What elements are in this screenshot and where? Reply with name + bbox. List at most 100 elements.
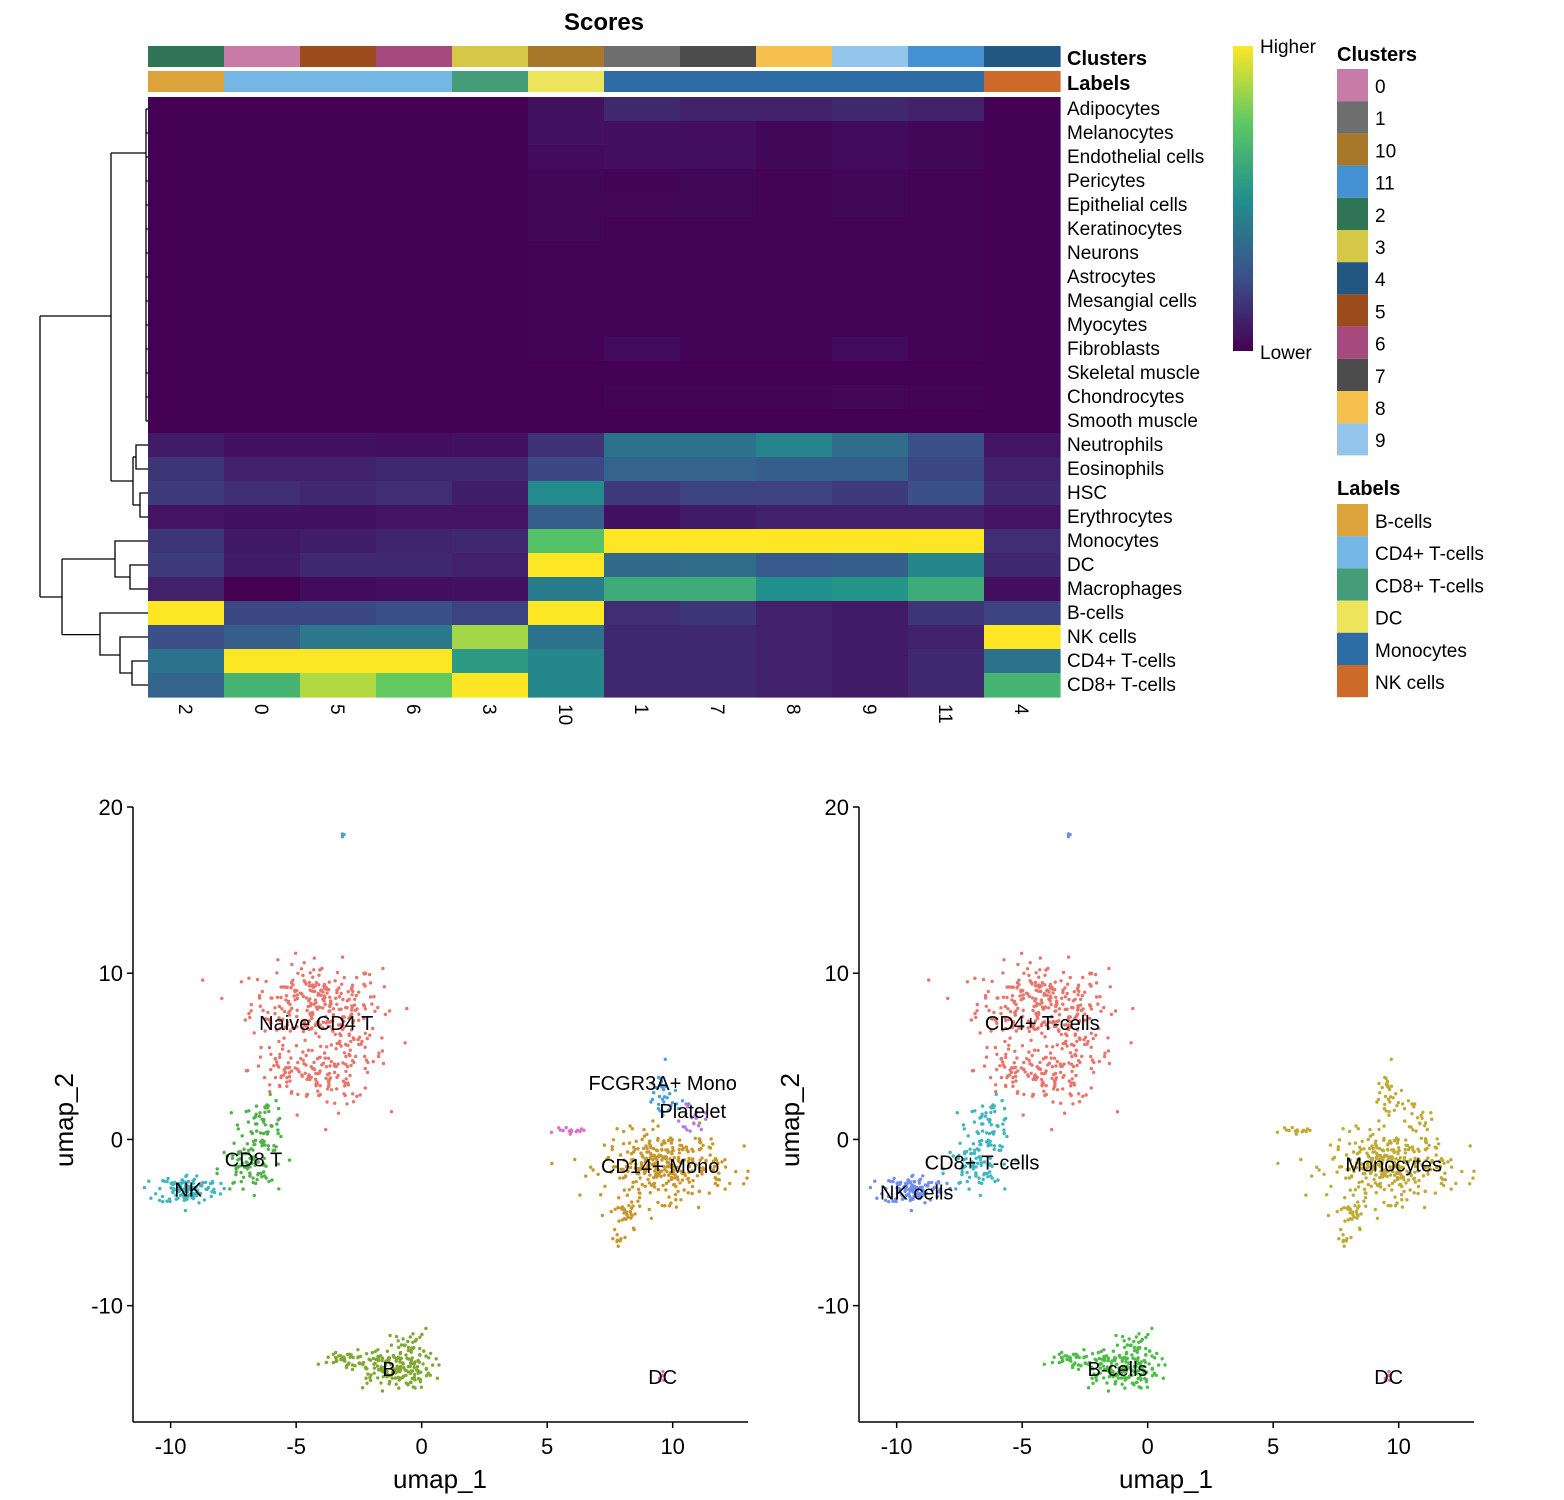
point — [352, 1019, 356, 1023]
point — [697, 1166, 702, 1170]
point — [1406, 1178, 1411, 1182]
point — [256, 1064, 261, 1068]
point — [296, 1092, 300, 1097]
point — [969, 1018, 973, 1022]
heatmap-cell-adipocytes-4 — [984, 97, 1061, 122]
row-label-eosinophils: Eosinophils — [1067, 459, 1164, 480]
heatmap-cell-skeletal-muscle-4 — [984, 361, 1061, 386]
point — [385, 1375, 389, 1379]
point — [746, 1169, 750, 1173]
point — [380, 1036, 384, 1040]
point — [662, 1173, 667, 1177]
x-tick-label: 0 — [1142, 1434, 1154, 1459]
point — [1013, 1049, 1017, 1054]
heatmap-cell-nk-cells-2 — [148, 625, 225, 650]
point — [907, 1192, 911, 1196]
point — [993, 1179, 997, 1184]
heatmap-cell-hsc-6 — [376, 481, 453, 506]
point — [209, 1194, 213, 1199]
point — [341, 997, 345, 1002]
heatmap-cell-neurons-6 — [376, 241, 453, 266]
point — [1310, 1174, 1314, 1178]
point — [309, 1027, 313, 1031]
point — [1008, 1036, 1012, 1040]
point — [1077, 1092, 1081, 1096]
point — [1130, 1353, 1134, 1357]
heatmap-cell-adipocytes-11 — [908, 97, 985, 122]
clusters-legend-swatch-11 — [1337, 165, 1368, 198]
point — [972, 1120, 977, 1124]
heatmap-cell-astrocytes-3 — [452, 265, 529, 290]
point — [342, 1019, 346, 1024]
cluster-annotation-3 — [452, 46, 529, 67]
point — [1362, 1147, 1366, 1151]
point — [987, 1118, 992, 1123]
point — [154, 1192, 158, 1196]
point — [1019, 1066, 1023, 1070]
point — [381, 1061, 386, 1066]
point — [974, 1015, 978, 1020]
heatmap-cell-eosinophils-1 — [604, 457, 681, 482]
point — [1382, 1200, 1386, 1205]
point — [628, 1124, 632, 1128]
point — [1098, 995, 1102, 999]
point — [1377, 1127, 1381, 1132]
heatmap-cell-mesangial-cells-3 — [452, 289, 529, 314]
label-annotation-4 — [984, 71, 1061, 92]
point — [960, 1172, 964, 1177]
heatmap-cell-myocytes-10 — [528, 313, 605, 338]
point — [256, 1160, 260, 1164]
labels-legend-label-monocytes: Monocytes — [1375, 641, 1467, 662]
heatmap-cell-monocytes-7 — [680, 529, 757, 554]
heatmap-cell-hsc-8 — [756, 481, 833, 506]
point — [1304, 1193, 1308, 1197]
point — [627, 1188, 632, 1192]
heatmap-cell-endothelial-cells-10 — [528, 145, 605, 170]
point — [687, 1180, 691, 1184]
point — [1055, 1059, 1060, 1064]
point — [627, 1141, 632, 1145]
point — [1011, 1020, 1016, 1024]
point — [406, 1345, 411, 1350]
heatmap-cell-neurons-8 — [756, 241, 833, 266]
heatmap-cell-pericytes-9 — [832, 169, 909, 194]
point — [1016, 1006, 1020, 1010]
point — [230, 1156, 235, 1161]
point — [1021, 1113, 1025, 1117]
point — [673, 1088, 678, 1093]
point — [1163, 1363, 1167, 1367]
point — [332, 1070, 337, 1075]
point — [1050, 1015, 1054, 1019]
heatmap-cell-neutrophils-6 — [376, 433, 453, 458]
point — [645, 1150, 649, 1154]
heatmap-cell-erythrocytes-0 — [224, 505, 301, 530]
point — [284, 1065, 288, 1070]
point — [684, 1145, 689, 1149]
point — [1077, 1355, 1081, 1360]
point — [409, 1380, 413, 1385]
point — [289, 1091, 294, 1095]
point — [1047, 1006, 1051, 1010]
point — [982, 1064, 987, 1068]
point — [1021, 1014, 1025, 1019]
point — [1410, 1102, 1414, 1106]
point — [255, 1129, 259, 1133]
point — [333, 979, 337, 983]
point — [1354, 1124, 1358, 1128]
point — [979, 1122, 984, 1126]
point — [1402, 1189, 1406, 1194]
point — [558, 1128, 563, 1132]
point — [1145, 1385, 1150, 1389]
point — [1061, 1087, 1065, 1091]
point — [253, 1122, 258, 1126]
point — [261, 1131, 266, 1136]
heatmap-cell-nk-cells-0 — [224, 625, 301, 650]
point — [405, 1356, 409, 1360]
point — [981, 1129, 985, 1133]
point — [406, 1364, 411, 1369]
point — [275, 1028, 279, 1032]
point — [318, 1084, 322, 1088]
point — [659, 1079, 664, 1084]
point — [941, 1171, 945, 1176]
point — [301, 994, 306, 999]
